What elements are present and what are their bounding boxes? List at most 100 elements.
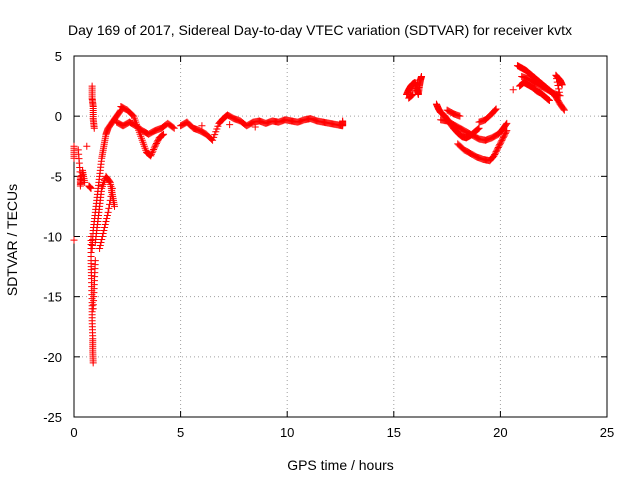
y-tick-label: 0: [55, 109, 62, 124]
y-tick-label: -5: [50, 169, 62, 184]
data-point: [106, 200, 114, 208]
data-point: [98, 233, 106, 240]
data-points: [70, 62, 568, 367]
grid-lines: [74, 56, 607, 417]
data-point: [456, 112, 464, 120]
x-axis-label: GPS time / hours: [287, 457, 394, 473]
data-point: [111, 202, 119, 210]
series-rising-cluster: [88, 106, 125, 253]
data-point: [169, 123, 177, 131]
data-point: [116, 107, 124, 115]
axis-ticks: 0 5 10 15 20 25 5 0 -5 -10 -15 -20 -25: [43, 49, 614, 440]
data-point: [503, 119, 511, 127]
plot-frame: [73, 55, 608, 418]
series-segment-17-20h: [432, 100, 511, 165]
data-point: [556, 92, 564, 100]
series-band-2-4h: [113, 103, 178, 160]
data-point: [503, 127, 511, 135]
data-point: [149, 147, 157, 155]
x-tick-label: 5: [177, 425, 184, 440]
data-point: [415, 76, 423, 84]
data-point: [108, 184, 116, 192]
y-tick-label: -20: [43, 350, 62, 365]
data-point: [96, 245, 104, 253]
data-point: [101, 223, 109, 231]
y-tick-label: -15: [43, 290, 62, 305]
data-point: [491, 107, 499, 115]
y-tick-label: 5: [55, 49, 62, 64]
data-point: [99, 229, 107, 237]
data-point: [96, 242, 104, 250]
data-point: [509, 86, 517, 94]
data-point: [129, 111, 137, 119]
data-point: [89, 359, 97, 367]
data-point: [502, 128, 510, 136]
series-band-5-12h: [177, 111, 347, 144]
data-point: [554, 81, 562, 89]
y-tick-label: -25: [43, 410, 62, 425]
data-point: [106, 196, 114, 204]
data-point: [408, 91, 416, 99]
data-point: [97, 239, 105, 247]
data-point: [108, 188, 116, 196]
data-point: [560, 106, 568, 114]
chart-title: Day 169 of 2017, Sidereal Day-to-day VTE…: [68, 22, 572, 38]
data-point: [409, 91, 417, 99]
data-point: [491, 106, 499, 114]
data-point: [544, 95, 552, 103]
data-point: [83, 142, 91, 150]
data-point: [101, 220, 109, 228]
data-point: [198, 122, 206, 130]
data-point: [474, 125, 482, 133]
x-tick-label: 0: [70, 425, 77, 440]
data-point: [226, 121, 234, 129]
series-segment-21-23h: [509, 62, 568, 114]
data-point: [158, 131, 166, 139]
data-point: [103, 214, 111, 222]
x-tick-label: 10: [280, 425, 294, 440]
data-point: [107, 192, 115, 200]
data-point: [474, 125, 482, 133]
data-point: [170, 124, 178, 132]
data-point: [555, 88, 563, 96]
data-point: [411, 83, 419, 91]
data-point: [91, 257, 99, 265]
data-point: [558, 81, 566, 89]
x-tick-label: 20: [493, 425, 507, 440]
data-point: [339, 117, 347, 125]
data-point: [545, 96, 553, 104]
data-point: [150, 145, 158, 153]
data-point: [102, 217, 110, 225]
data-point: [150, 144, 158, 152]
data-point: [408, 92, 416, 100]
x-tick-label: 15: [387, 425, 401, 440]
data-point: [98, 236, 106, 244]
data-point: [502, 120, 510, 128]
data-point: [555, 85, 563, 93]
series-early-left: [70, 142, 95, 244]
data-point: [251, 123, 259, 131]
series-vertical-drop: [87, 82, 99, 367]
data-point: [70, 236, 78, 244]
data-point: [100, 226, 108, 234]
data-point: [147, 152, 155, 160]
data-point: [545, 97, 553, 105]
data-point: [492, 105, 500, 113]
data-point: [418, 72, 426, 80]
data-point: [475, 124, 483, 132]
data-point: [87, 184, 95, 192]
data-point: [147, 150, 155, 158]
x-tick-label: 25: [600, 425, 614, 440]
series-segment-16h: [403, 72, 426, 102]
data-point: [159, 131, 167, 139]
y-axis-label: SDTVAR / TECUs: [4, 183, 20, 297]
data-point: [103, 211, 111, 219]
data-point: [106, 177, 114, 185]
data-point: [81, 178, 89, 186]
data-point: [560, 105, 568, 113]
data-point: [413, 80, 421, 88]
data-point: [105, 204, 113, 212]
y-tick-label: -10: [43, 230, 62, 245]
data-point: [90, 124, 98, 132]
